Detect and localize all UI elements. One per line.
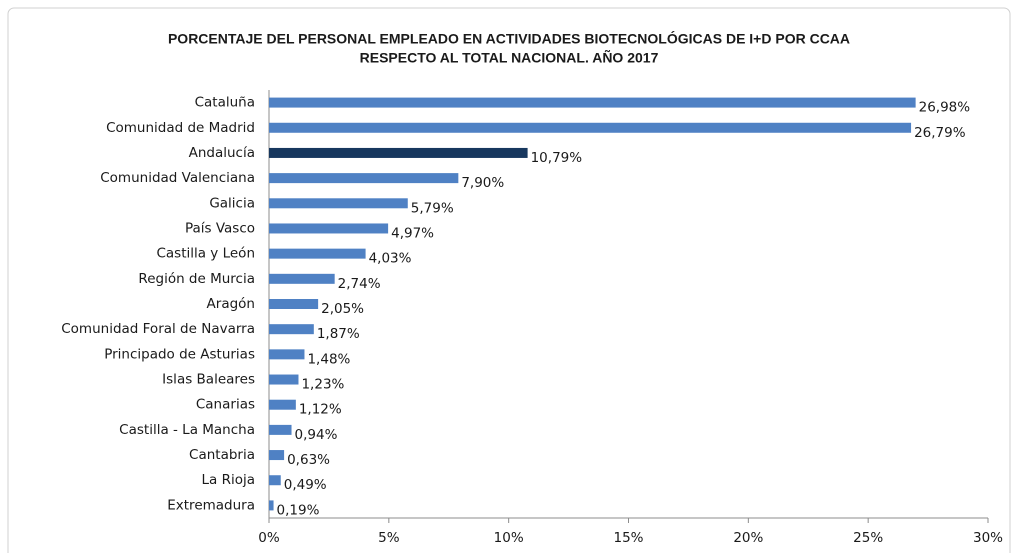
y-tick-label: Comunidad Valenciana [100,170,255,186]
y-tick-label: Principado de Asturias [104,346,255,362]
chart-title: PORCENTAJE DEL PERSONAL EMPLEADO EN ACTI… [168,30,850,47]
bar [269,273,335,284]
y-tick-label: Comunidad Foral de Navarra [61,321,255,337]
bar [269,97,916,108]
bar [269,223,389,234]
bar [269,324,314,335]
value-label: 0,19% [277,502,320,518]
bar [269,122,912,133]
bar [269,198,408,209]
x-tick-label: 5% [378,530,400,546]
y-tick-label: País Vasco [185,220,255,236]
bar [269,500,274,511]
value-label: 2,05% [321,301,364,317]
y-tick-label: Cataluña [195,95,255,111]
y-tick-label: La Rioja [202,472,256,488]
value-label: 5,79% [411,200,454,216]
value-label: 10,79% [531,150,583,166]
value-label: 0,94% [295,427,338,443]
value-label: 4,97% [391,225,434,241]
x-tick-label: 25% [853,530,883,546]
value-label: 1,23% [301,377,344,393]
y-tick-label: Cantabria [189,447,255,463]
value-label: 2,74% [338,276,381,292]
y-tick-label: Extremadura [167,497,255,513]
value-label: 0,63% [287,452,330,468]
bar [269,475,281,486]
x-tick-label: 10% [494,530,524,546]
y-tick-label: Aragón [207,296,255,312]
bar [269,399,296,410]
bar [269,147,528,158]
bar [269,349,305,360]
y-tick-label: Islas Baleares [162,372,255,388]
value-label: 1,12% [299,402,342,418]
value-label: 1,48% [307,351,350,367]
y-tick-label: Región de Murcia [138,271,255,287]
value-label: 26,98% [919,100,971,116]
value-label: 7,90% [461,175,504,191]
y-tick-label: Galicia [209,195,255,211]
bar [269,248,366,259]
value-label: 1,87% [317,326,360,342]
y-tick-label: Comunidad de Madrid [106,120,255,136]
value-label: 4,03% [369,251,412,267]
y-tick-label: Canarias [196,397,255,413]
x-tick-label: 0% [258,530,280,546]
value-label: 0,49% [284,477,327,493]
bar [269,173,459,184]
chart-frame [7,7,1011,553]
bar [269,299,319,309]
bar [269,424,292,435]
value-label: 26,79% [914,125,966,141]
x-tick-label: 15% [613,530,643,546]
x-tick-label: 30% [973,530,1003,546]
x-tick-label: 20% [733,530,763,546]
bar [269,450,285,461]
y-tick-label: Castilla y León [156,246,255,262]
y-tick-label: Andalucía [189,145,255,161]
chart-title: RESPECTO AL TOTAL NACIONAL. AÑO 2017 [360,49,659,66]
y-tick-label: Castilla - La Mancha [119,422,255,438]
bar [269,374,299,385]
